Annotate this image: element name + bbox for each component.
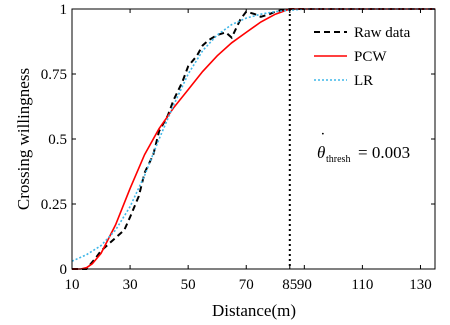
series-line-raw-data [72,8,435,270]
y-tick-label: 1 [60,2,68,18]
y-tick-label: 0.25 [41,197,67,213]
plot-frame [71,8,436,270]
annotation-symbol: θ [317,143,325,162]
legend-label: PCW [354,49,387,65]
y-tick-label: 0.75 [41,67,67,83]
annotation-subscript: thresh [326,154,350,165]
legend-label: Raw data [354,25,411,41]
x-tick-label: 90 [297,277,312,293]
series-line-pcw [72,8,435,270]
x-tick-label: 85 [282,277,297,293]
x-tick-label: 30 [123,277,138,293]
x-tick-label: 130 [409,277,432,293]
ticks-layer: 10 30 50 70 85 90 110 130 0 0.25 0.5 0.75 1 [41,2,435,293]
legend-label: LR [354,73,373,89]
annotation-value: = 0.003 [358,143,410,162]
x-tick-label: 50 [181,277,196,293]
x-tick-label: 10 [65,277,80,293]
legend: Raw data PCW LR [314,25,411,89]
x-axis-label: Distance(m) [212,301,296,320]
y-axis-label: Crossing willingness [14,68,33,210]
series-layer [71,8,435,270]
series-line-lr [71,8,435,262]
threshold-annotation: θ ˙ thresh = 0.003 [317,129,410,165]
x-tick-label: 70 [239,277,254,293]
annotation-dot: ˙ [320,129,326,148]
y-tick-label: 0 [60,262,68,278]
x-tick-label: 110 [351,277,373,293]
y-tick-label: 0.5 [48,132,67,148]
